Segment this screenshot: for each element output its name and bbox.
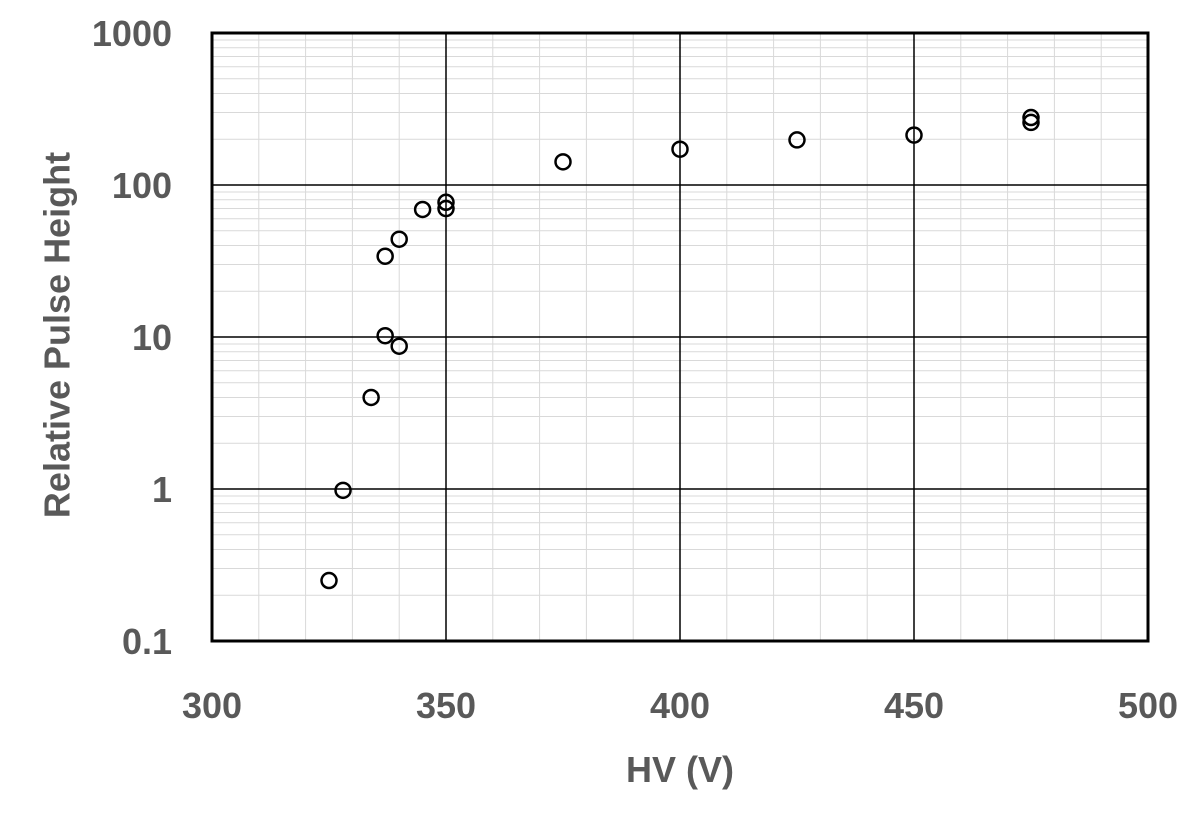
x-tick-label: 500	[1118, 685, 1178, 726]
data-point	[320, 571, 338, 590]
y-tick-label: 1	[152, 469, 172, 510]
x-axis-tick-labels: 300 350 400 450 500	[182, 685, 1178, 726]
y-axis-title: Relative Pulse Height	[37, 152, 78, 518]
x-axis-title: HV (V)	[626, 749, 734, 790]
y-tick-label: 0.1	[122, 621, 172, 662]
data-point	[376, 326, 394, 345]
y-tick-label: 1000	[92, 13, 172, 54]
data-point	[334, 481, 352, 500]
x-tick-label: 400	[650, 685, 710, 726]
data-point	[376, 247, 394, 265]
plot-area-border	[210, 31, 1150, 643]
data-point	[1022, 113, 1040, 132]
major-gridlines	[212, 33, 1148, 641]
data-point	[905, 126, 923, 144]
data-point	[554, 153, 572, 171]
x-tick-label: 450	[884, 685, 944, 726]
x-tick-label: 350	[416, 685, 476, 726]
data-point	[413, 200, 432, 219]
data-point	[1022, 108, 1040, 127]
data-point	[671, 140, 689, 158]
data-point	[437, 199, 455, 218]
data-point	[437, 193, 455, 212]
y-tick-label: 10	[132, 317, 172, 358]
data-point	[390, 230, 408, 248]
y-tick-label: 100	[112, 165, 172, 206]
data-points	[320, 108, 1040, 590]
data-point	[362, 388, 380, 407]
y-axis-tick-labels: 0.1 1 10 100 1000	[92, 13, 172, 662]
data-point	[788, 131, 806, 149]
data-point	[390, 337, 408, 355]
x-tick-label: 300	[182, 685, 242, 726]
